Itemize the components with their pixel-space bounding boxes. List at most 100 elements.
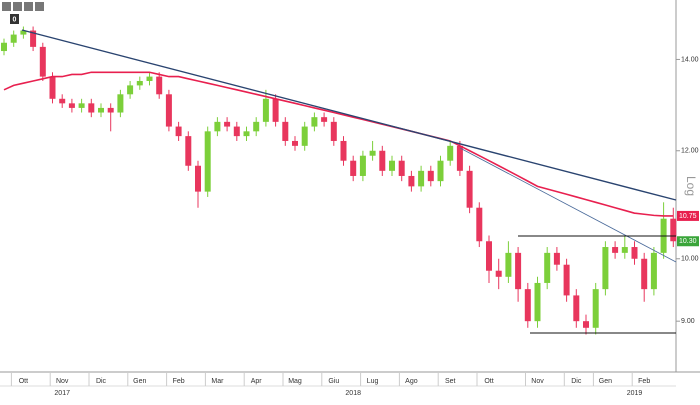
- candle-body: [369, 150, 376, 156]
- candle-body: [78, 103, 85, 108]
- x-tick-label: Mar: [211, 378, 224, 385]
- candle-body: [243, 131, 250, 137]
- x-tick-label: Mag: [288, 378, 302, 385]
- candle-body: [486, 241, 492, 271]
- trend-line: [21, 29, 677, 201]
- y-tick-label: 9.00: [681, 318, 695, 325]
- candle-body: [573, 295, 580, 322]
- candle-body: [282, 121, 289, 141]
- candle-body: [466, 170, 473, 208]
- candle-body: [224, 121, 231, 127]
- scale-label: Log: [684, 176, 698, 196]
- x-tick-label: Dic: [96, 378, 107, 385]
- price-tag: [677, 210, 699, 221]
- badge: [10, 14, 19, 24]
- y-tick-label: 12.00: [681, 148, 699, 155]
- candle-body: [398, 160, 405, 176]
- candle-body: [447, 145, 454, 161]
- candle-body: [253, 121, 260, 132]
- candle-body: [495, 270, 502, 277]
- x-tick-label: Apr: [251, 378, 263, 385]
- candle-body: [592, 289, 599, 328]
- candle-body: [602, 247, 609, 290]
- search-button[interactable]: [35, 2, 44, 11]
- candle-body: [330, 121, 337, 141]
- candle-body: [631, 247, 638, 259]
- candle-body: [418, 170, 425, 187]
- x-tick-label: Nov: [56, 378, 69, 385]
- candle-body: [156, 76, 163, 95]
- x-tick-label: Nov: [531, 378, 544, 385]
- candle-body: [670, 218, 677, 242]
- draw-button[interactable]: [13, 2, 22, 11]
- candle-body: [136, 80, 143, 86]
- candle-body: [117, 94, 124, 113]
- toolbar: 0: [2, 2, 44, 24]
- candle-body: [49, 76, 56, 99]
- x-tick-label: Giu: [328, 378, 339, 385]
- candle-body: [214, 121, 221, 132]
- candle-body: [272, 98, 279, 122]
- candle-body: [301, 126, 308, 146]
- candle-body: [30, 30, 37, 47]
- x-tick-label: Feb: [173, 378, 185, 385]
- candle-body: [534, 282, 541, 322]
- candle-body: [612, 247, 619, 253]
- candle-body: [204, 131, 211, 192]
- candle-body: [456, 145, 463, 171]
- x-tick-label: Gen: [133, 378, 146, 385]
- candle-body: [98, 107, 104, 113]
- price-tag-label: 10.30: [679, 238, 697, 245]
- trend-lines: [21, 29, 677, 334]
- candle-body: [68, 103, 75, 108]
- candle-body: [39, 46, 46, 77]
- candle-body: [544, 252, 551, 283]
- candle-body: [59, 98, 66, 104]
- x-tick-label: Lug: [367, 378, 379, 385]
- candle-body: [515, 252, 522, 290]
- candle-body: [107, 107, 114, 113]
- candle-body: [195, 165, 201, 192]
- x-tick-label: Ott: [484, 378, 493, 385]
- candle-body: [505, 252, 512, 277]
- year-label: 2018: [345, 390, 361, 397]
- x-tick-label: Dic: [571, 378, 582, 385]
- candle-body: [321, 117, 328, 122]
- candle-body: [165, 94, 172, 127]
- candle-body: [427, 170, 434, 182]
- x-tick-label: Gen: [599, 378, 612, 385]
- candle-body: [340, 140, 347, 161]
- candle-body: [350, 160, 357, 176]
- price-tag: [677, 236, 699, 247]
- price-tag-label: 10.75: [679, 213, 697, 220]
- currency-button[interactable]: [24, 2, 33, 11]
- candle-body: [641, 258, 648, 290]
- badge-text: 0: [13, 16, 17, 23]
- candle-body: [437, 160, 444, 182]
- candle-body: [389, 160, 395, 171]
- x-tick-label: Ago: [405, 378, 418, 385]
- candle-body: [175, 126, 182, 137]
- candle-body: [583, 321, 589, 328]
- candle-body: [88, 103, 95, 113]
- y-tick-label: 14.00: [681, 56, 699, 63]
- x-tick-label: Ott: [19, 378, 28, 385]
- candle-body: [621, 247, 628, 253]
- candle-body: [20, 30, 27, 35]
- zoom-button[interactable]: [2, 2, 11, 11]
- year-label: 2017: [54, 390, 70, 397]
- candle-body: [311, 117, 318, 127]
- trend-line: [459, 147, 677, 263]
- x-tick-label: Set: [445, 378, 456, 385]
- candle-body: [476, 207, 483, 242]
- candle-body: [650, 252, 657, 290]
- plot: [1, 26, 677, 335]
- candle-body: [563, 264, 570, 296]
- candle-body: [233, 126, 240, 137]
- candle-body: [146, 76, 153, 81]
- candle-body: [10, 34, 17, 43]
- y-tick-label: 10.00: [681, 256, 699, 263]
- moving-average: [3, 71, 674, 217]
